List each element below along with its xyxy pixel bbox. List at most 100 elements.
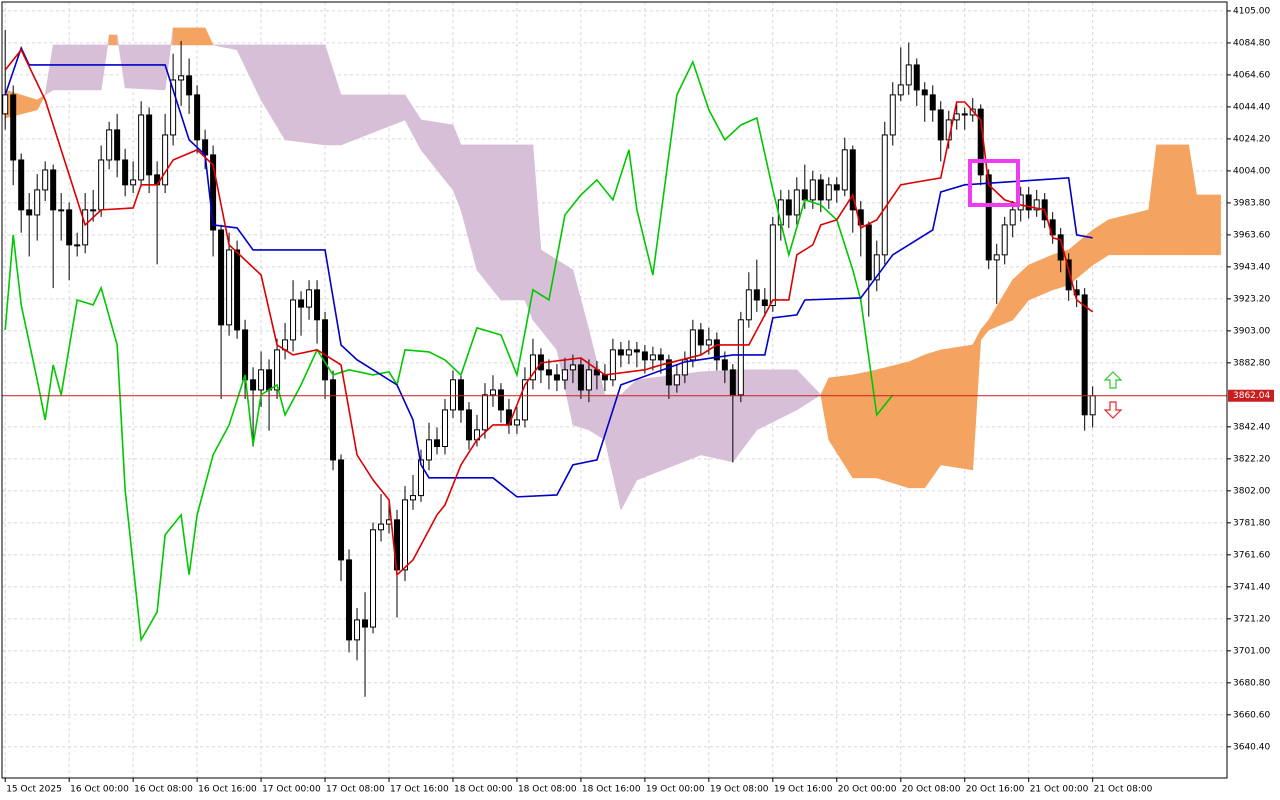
- candle-body: [449, 379, 456, 411]
- candle-body: [761, 299, 768, 307]
- y-tick-label: 3660.60: [1233, 710, 1270, 720]
- y-tick-label: 3923.20: [1233, 294, 1270, 304]
- candle-body: [617, 349, 624, 356]
- candle-body: [18, 159, 25, 211]
- candle-body: [881, 134, 888, 256]
- candle-body: [825, 184, 832, 201]
- candle-body: [921, 89, 928, 96]
- candle-body: [34, 189, 41, 216]
- candle-body: [697, 329, 704, 346]
- candle-body: [1033, 199, 1040, 211]
- candle-body: [162, 134, 169, 186]
- x-tick-label: 19 Oct 16:00: [774, 785, 833, 795]
- candle-body: [841, 149, 848, 191]
- x-tick-label: 16 Oct 16:00: [198, 785, 257, 795]
- candle-body: [250, 379, 257, 391]
- candle-body: [98, 159, 105, 211]
- candle-body: [729, 369, 736, 396]
- grid: [2, 2, 1227, 778]
- candle-body: [1025, 194, 1032, 211]
- candle-body: [649, 354, 656, 361]
- x-tick-label: 18 Oct 00:00: [454, 785, 513, 795]
- indicator-line: [4, 48, 1094, 577]
- candle-body: [569, 364, 576, 371]
- candle-body: [465, 409, 472, 441]
- candle-body: [481, 394, 488, 431]
- cloud-segment: [500, 144, 526, 301]
- y-tick-label: 4044.40: [1233, 102, 1270, 112]
- candle-body: [993, 254, 1000, 261]
- x-tick-label: 15 Oct 2025: [6, 785, 62, 795]
- y-tick-label: 4004.00: [1233, 166, 1270, 176]
- candle-body: [90, 209, 97, 212]
- candle-body: [314, 289, 321, 321]
- candle-body: [218, 229, 225, 326]
- y-tick-label: 3741.40: [1233, 582, 1270, 592]
- cloud-segment: [924, 349, 942, 489]
- cloud-segment: [1156, 144, 1189, 256]
- candle-body: [338, 459, 345, 561]
- y-tick-label: 3983.80: [1233, 198, 1270, 208]
- candle-body: [985, 174, 992, 261]
- candle-body: [1001, 224, 1008, 256]
- candle-body: [441, 409, 448, 447]
- candle-body: [409, 495, 416, 501]
- candle-body: [585, 369, 592, 391]
- cloud-segment: [908, 354, 926, 489]
- candle-body: [122, 159, 129, 186]
- candle-body: [457, 379, 464, 411]
- y-tick-label: 3963.60: [1233, 230, 1270, 240]
- candle-body: [130, 179, 137, 186]
- sell-arrow: [1103, 401, 1123, 419]
- candle-body: [370, 529, 377, 628]
- candle-body: [266, 369, 273, 391]
- candle-body: [497, 389, 504, 411]
- x-tick-label: 17 Oct 16:00: [390, 785, 449, 795]
- cloud-segment: [108, 34, 118, 46]
- candle-body: [513, 419, 520, 426]
- highlight-box: [968, 159, 1020, 207]
- cloud-segment: [940, 344, 974, 471]
- cloud-segment: [52, 44, 102, 91]
- candle-body: [402, 499, 409, 571]
- y-tick-label: 4105.00: [1233, 6, 1270, 16]
- candle-body: [937, 109, 944, 141]
- candle-body: [625, 349, 632, 356]
- candle-body: [290, 299, 297, 341]
- candle-body: [226, 249, 233, 326]
- candle-body: [362, 619, 369, 628]
- candle-body: [74, 244, 81, 247]
- candle-body: [26, 209, 33, 216]
- x-tick-label: 18 Oct 16:00: [582, 785, 641, 795]
- y-tick-label: 3701.00: [1233, 646, 1270, 656]
- candle-body: [258, 369, 265, 391]
- candle-body: [865, 224, 872, 281]
- x-tick-label: 19 Oct 00:00: [646, 785, 705, 795]
- y-tick-label: 3781.80: [1233, 518, 1270, 528]
- cloud-segment: [284, 44, 326, 146]
- candle-body: [577, 364, 584, 391]
- x-tick-label: 16 Oct 00:00: [70, 785, 129, 795]
- candle-body: [745, 289, 752, 321]
- candle-body: [529, 354, 536, 381]
- candle-body: [889, 94, 896, 136]
- candle-body: [10, 94, 17, 161]
- x-tick-label: 19 Oct 08:00: [710, 785, 769, 795]
- candle-body: [905, 64, 912, 86]
- candle-body: [1089, 395, 1096, 416]
- candle-body: [689, 329, 696, 361]
- candle-body: [146, 114, 153, 176]
- y-tick-label: 3761.60: [1233, 550, 1270, 560]
- candle-body: [210, 154, 217, 231]
- x-tick-label: 17 Oct 00:00: [262, 785, 321, 795]
- candle-body: [665, 359, 672, 386]
- x-tick-label: 16 Oct 08:00: [134, 785, 193, 795]
- candle-body: [769, 224, 776, 307]
- candle-body: [298, 299, 305, 308]
- last-price-box: [1228, 389, 1274, 402]
- y-tick-label: 3721.20: [1233, 614, 1270, 624]
- y-tick-label: 3680.80: [1233, 678, 1270, 688]
- y-tick-label: 3842.40: [1233, 422, 1270, 432]
- x-tick-label: 18 Oct 08:00: [518, 785, 577, 795]
- candle-body: [641, 351, 648, 361]
